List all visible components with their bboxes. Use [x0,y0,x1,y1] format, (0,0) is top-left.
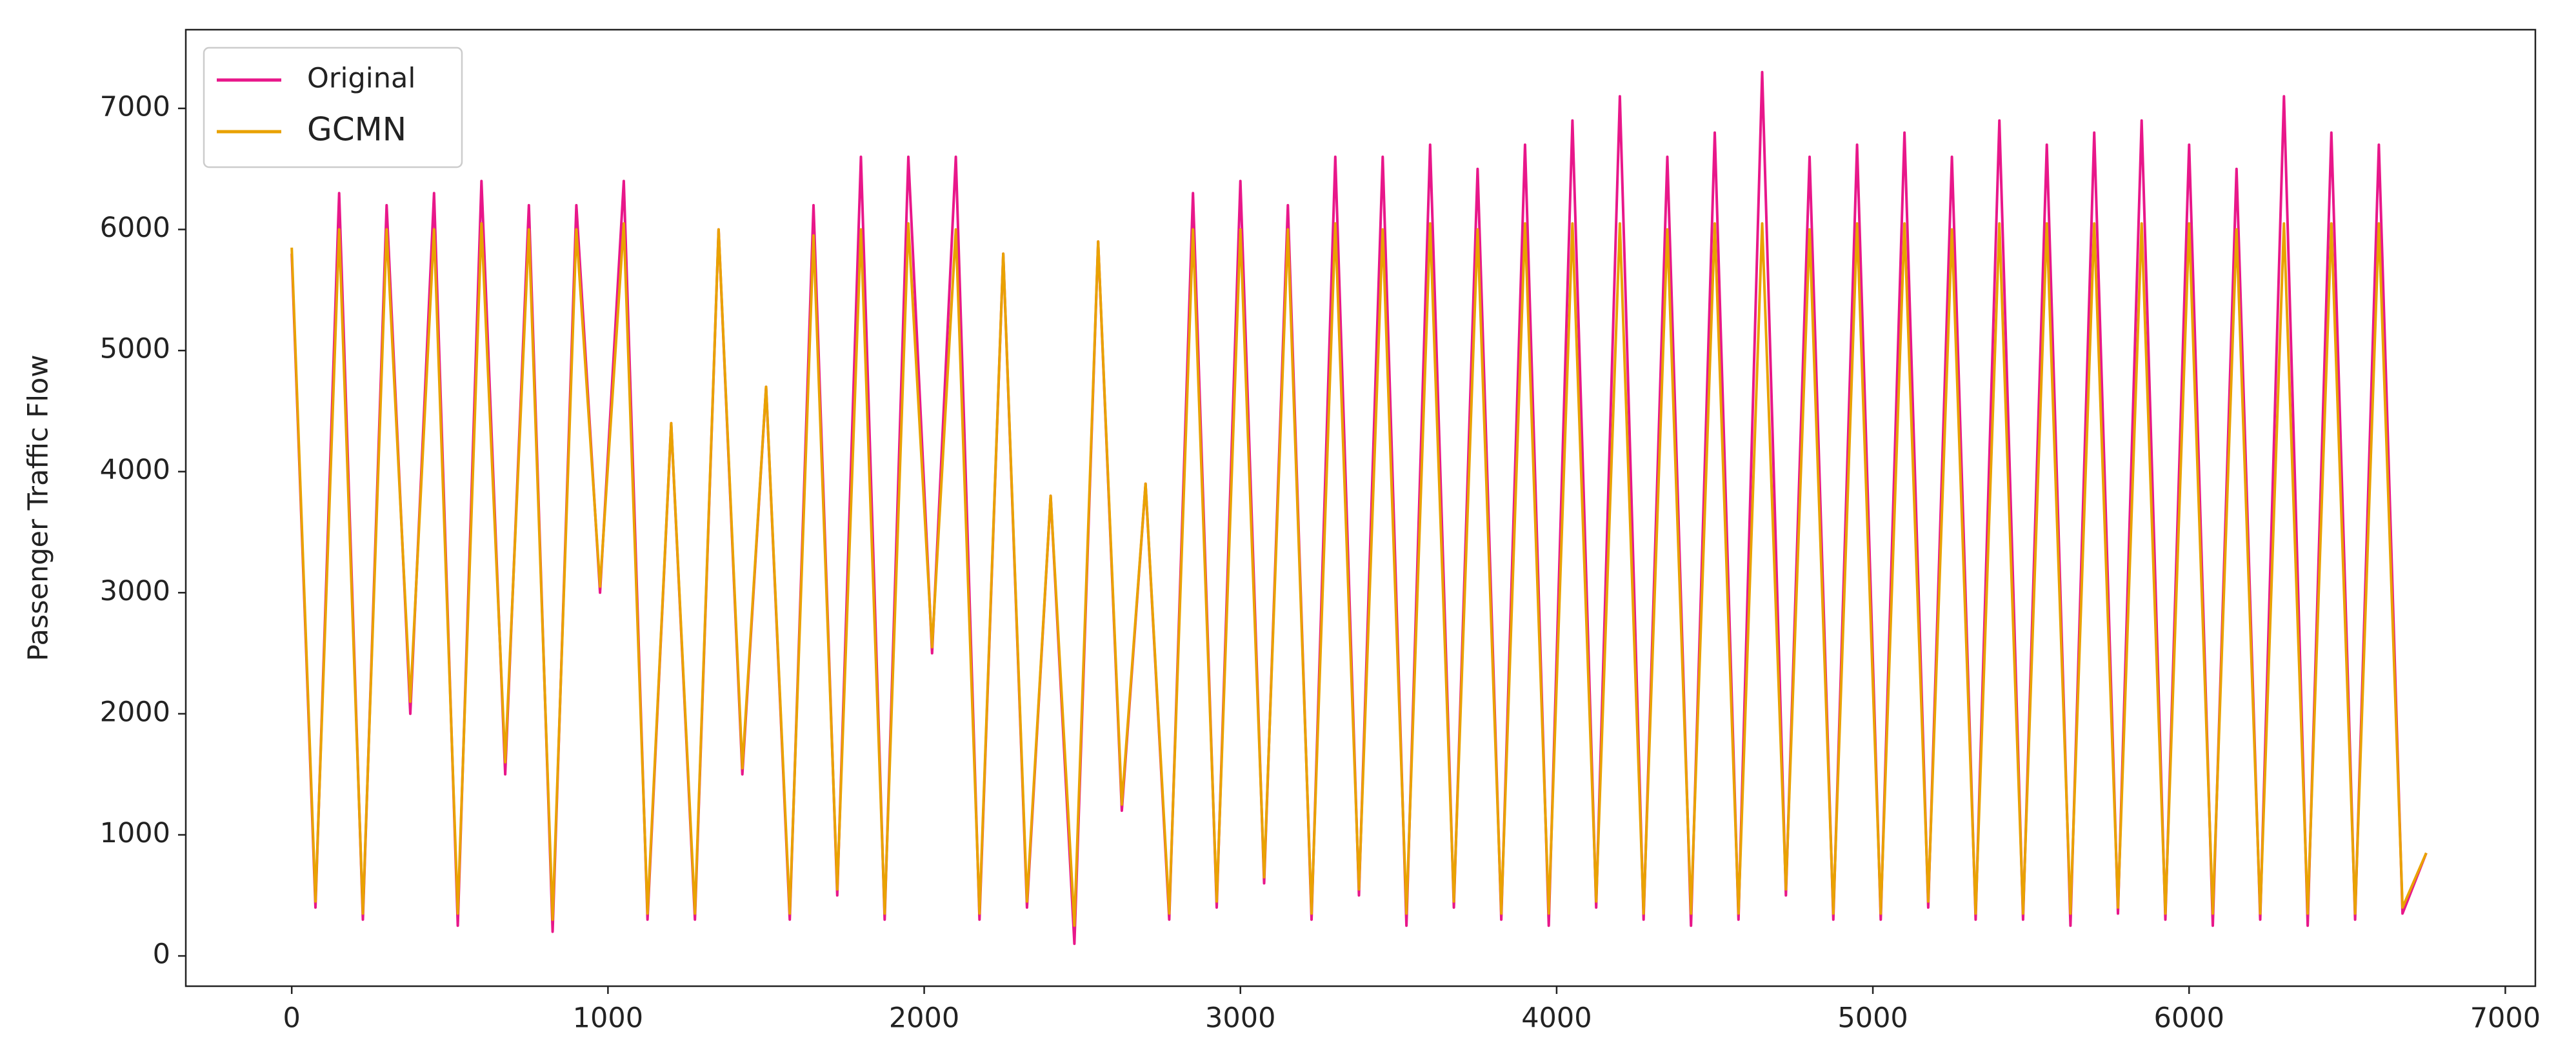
y-tick-label: 7000 [100,90,170,123]
legend-label: GCMN [307,111,406,148]
legend-box [203,46,463,168]
x-tick-label: 4000 [1521,1002,1592,1035]
series-line [290,70,2428,946]
y-tick-label: 5000 [100,333,170,365]
x-tick-label: 0 [283,1002,301,1035]
y-tick-label: 1000 [100,817,170,849]
x-tick-label: 5000 [1837,1002,1908,1035]
y-axis-label: Passenger Traffic Flow [23,355,55,662]
y-tick-label: 4000 [100,454,170,486]
x-tick-label: 2000 [889,1002,959,1035]
plot-frame [185,28,2537,987]
x-tick-label: 1000 [573,1002,643,1035]
x-tick-label: 3000 [1205,1002,1275,1035]
x-tick-label: 6000 [2154,1002,2224,1035]
x-tick-label: 7000 [2470,1002,2541,1035]
legend-label: Original [307,63,415,95]
y-tick-label: 2000 [100,696,170,728]
y-tick-label: 0 [153,938,170,971]
series-line [290,222,2428,927]
y-tick-label: 3000 [100,575,170,607]
y-tick-label: 6000 [100,212,170,244]
